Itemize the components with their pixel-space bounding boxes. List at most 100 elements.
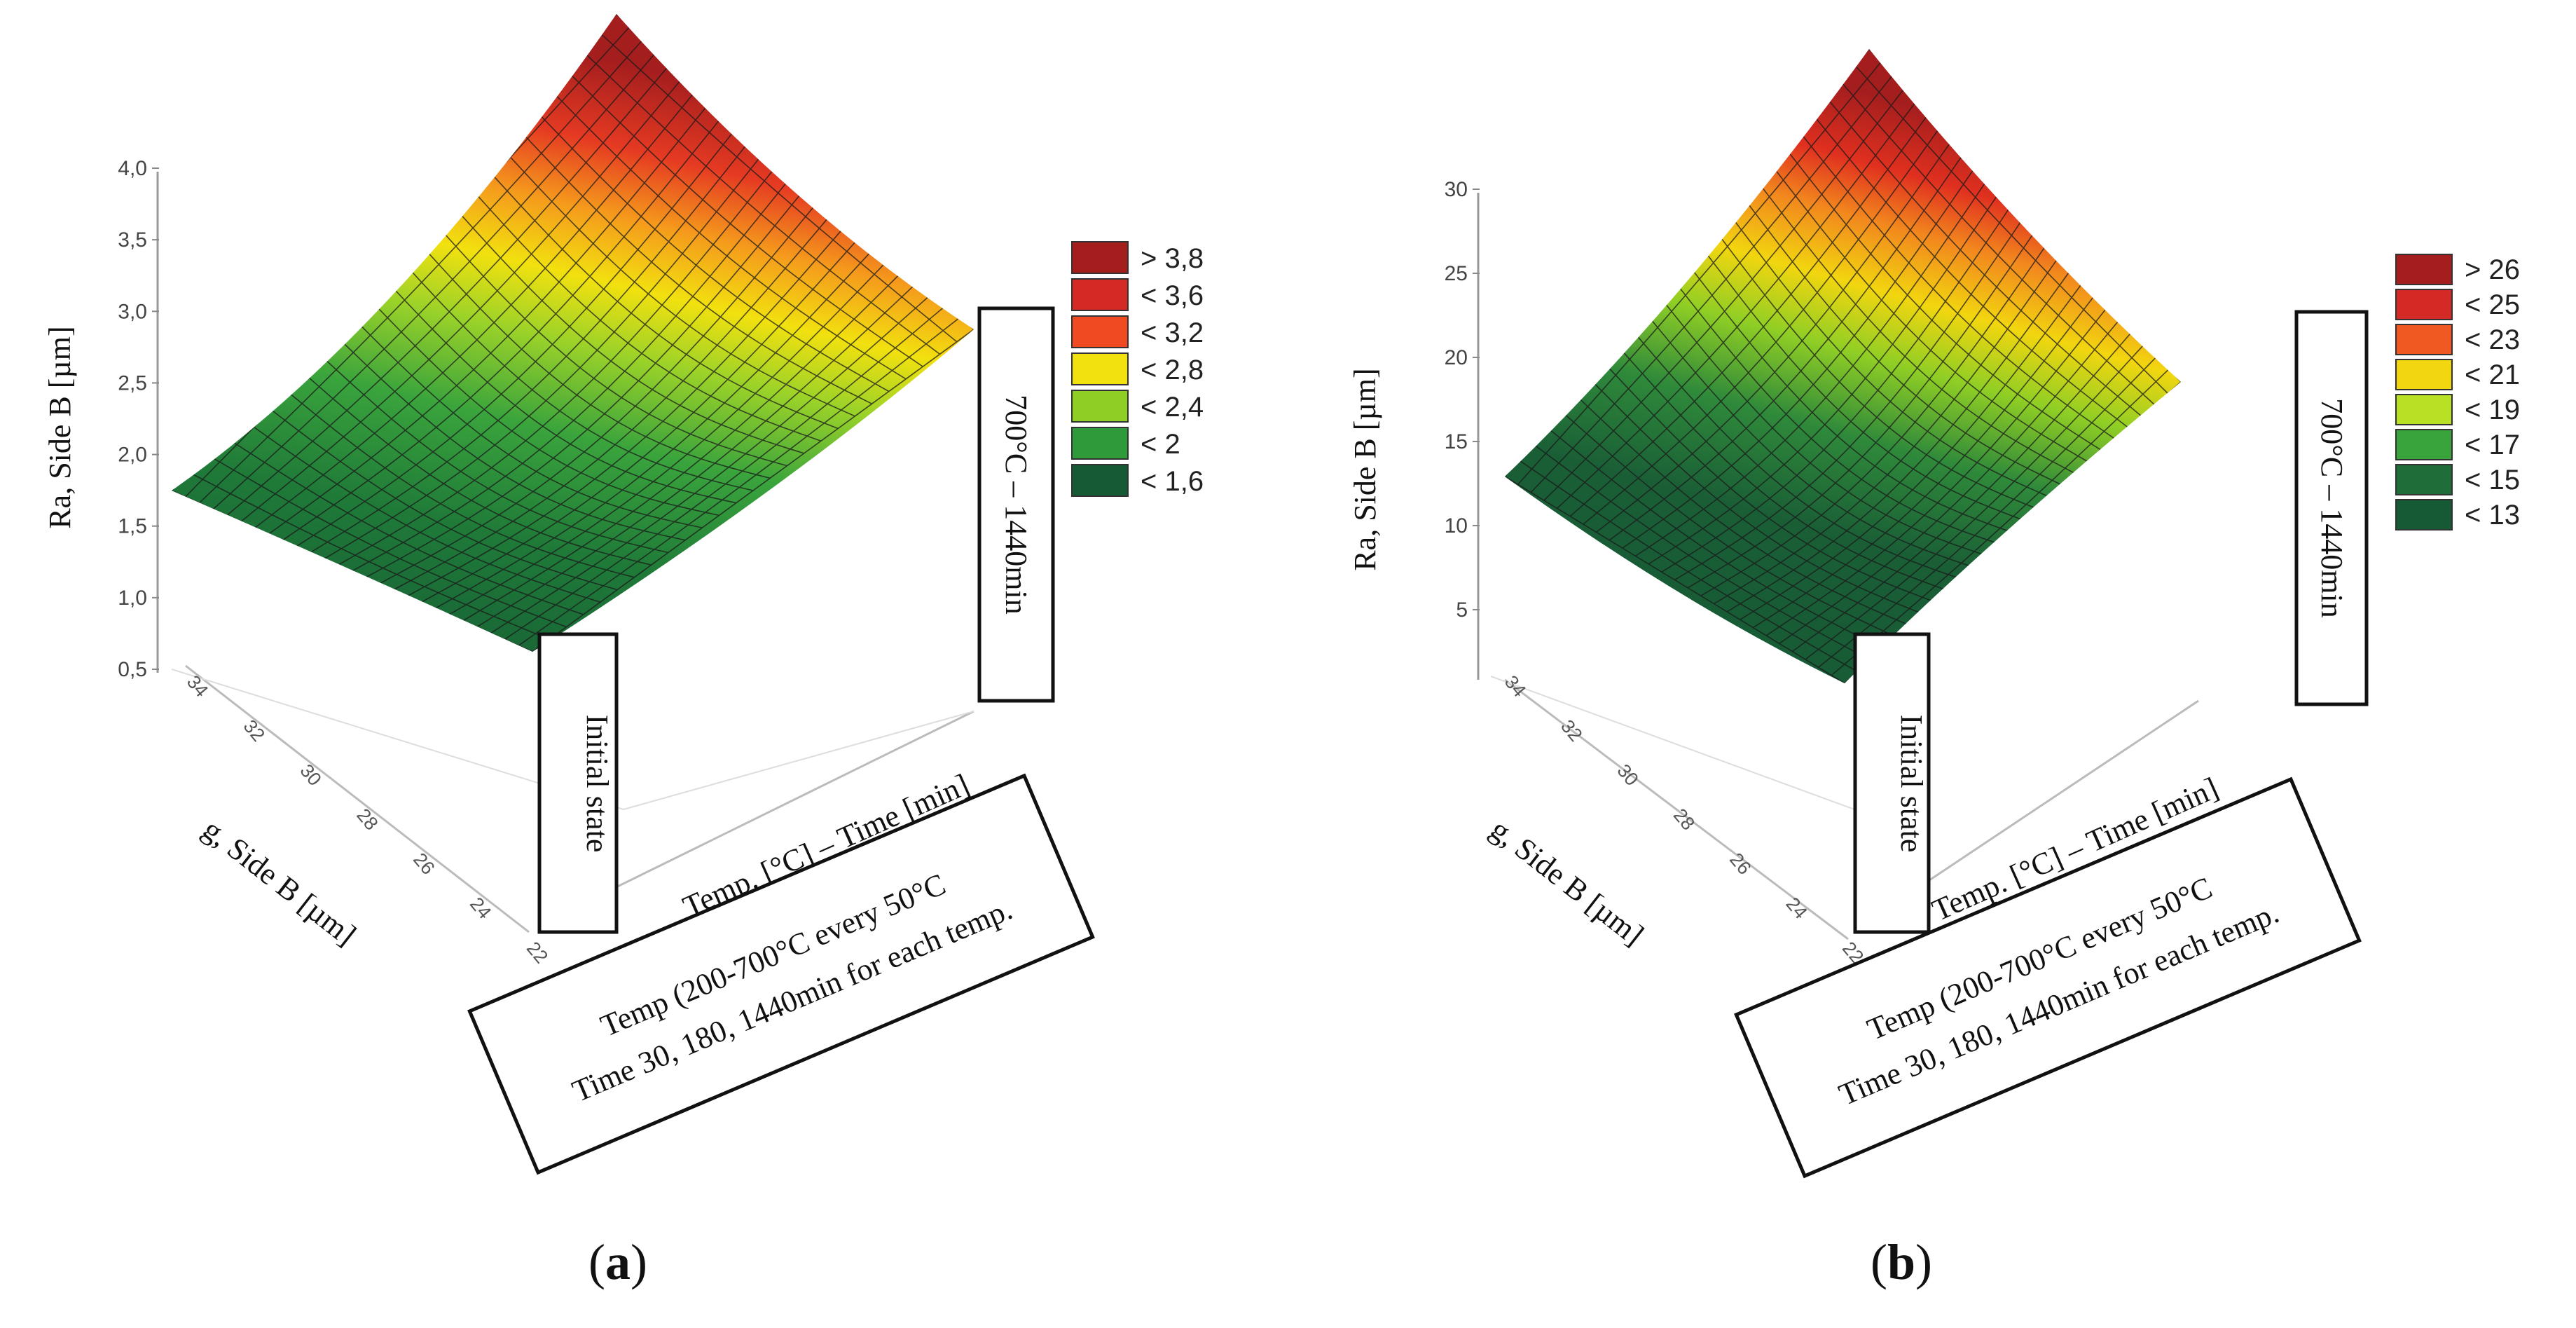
surface-chart-a: 4,03,53,02,52,01,51,00,5 34323028262422 … [43,14,1204,1175]
y-tick-label: 24 [466,894,495,923]
mesh-line [445,196,804,454]
figure-panel-b: 30 25 20 15 10 5 34 32 30 28 26 24 22 Ra, Side B [µ… [1288,0,2576,1328]
legend-swatch [2395,359,2453,390]
mesh-line [1840,81,2156,406]
legend-label: < 13 [2465,500,2520,530]
z-tick-label: 1,5 [118,515,147,538]
legend-label: < 1,6 [1141,466,1204,497]
legend-entry: < 21 [2395,359,2520,390]
end-point-label: 700°C – 1440min [999,395,1033,614]
legend-swatch [2395,394,2453,425]
legend-swatch [1071,278,1129,311]
z-tick: 1,5 [118,515,159,538]
z-tick-label: 10 [1445,514,1468,538]
z-tick-label: 3,0 [118,300,147,323]
floor-line [623,711,974,810]
legend-swatch [2395,429,2453,460]
legend-swatch [1071,390,1129,423]
z-tick-label: 20 [1445,346,1468,369]
mesh-line [212,50,659,510]
mesh-line [240,74,686,522]
mesh-line [226,62,673,516]
mesh-line [324,146,769,559]
mesh-line [1770,163,2091,464]
mesh-line [1812,114,2130,429]
z-tick: 1,0 [118,587,159,610]
legend-label: < 2,8 [1141,355,1204,385]
legend-label: > 3,8 [1141,243,1204,274]
y-axis-label: g, Side B [µm] [1484,812,1650,952]
y-tick-label: 32 [1557,716,1586,745]
z-tick: 0,5 [118,658,159,681]
legend-entry: < 3,6 [1071,278,1204,311]
mesh-line [1798,130,2117,441]
legend-entry: < 3,2 [1071,315,1204,348]
mesh-line [1517,61,1882,485]
x-axis-line [553,710,974,919]
legend-entry: < 1,6 [1071,464,1204,497]
z-tick-label: 3,5 [118,228,147,252]
legend: > 3,8 < 3,6 < 3,2 < 2,8 < 2,4 < 2 < 1,6 [1071,241,1204,497]
mesh-line [296,123,741,547]
mesh-line [393,252,754,491]
mesh-line [427,215,787,467]
figure-panel-a: 4,0 3,5 3,0 2,5 2,0 1,5 1,0 0,5 34 32 30 28 26 24 22 … [43,14,1204,1290]
mesh-line [1854,64,2169,395]
y-tick-label: 26 [1726,849,1755,878]
legend-entry: < 2 [1071,427,1180,460]
y-tick-label: 28 [1669,805,1699,834]
mesh-line [199,38,645,504]
z-tick: 3,0 [118,300,159,323]
mesh-line [1543,87,1906,501]
legend-swatch [2395,464,2453,495]
legend-label: < 2,4 [1141,392,1204,423]
z-tick-label: 15 [1445,430,1468,453]
legend-label: > 26 [2465,254,2520,285]
z-tick: 30 [1445,178,1480,201]
mesh-line [1686,262,2013,533]
mesh-line [496,142,855,417]
y-axis-label: g, Side B [µm] [196,812,362,952]
mesh-line [1648,189,2002,565]
legend-label: < 19 [2465,395,2520,425]
end-point-box: 700°C – 1440min [977,306,1055,703]
z-axis-label: Ra, Side B [µm] [43,326,77,528]
mesh-line [547,87,907,380]
initial-state-box: Initial state [537,632,619,934]
mesh-line [1622,163,1978,549]
mesh-line [338,159,783,566]
mesh-line [1756,180,2078,476]
surface-mesh [1505,49,2181,683]
mesh-line [1557,100,1918,509]
legend-swatch [1071,241,1129,274]
mesh-line [282,111,727,541]
legend-label: < 21 [2465,360,2520,390]
mesh-line [462,178,822,441]
z-tick-label: 2,0 [118,444,147,467]
mesh-line [1569,112,1930,517]
z-tick-label: 5 [1456,598,1468,622]
legend-label: < 3,6 [1141,280,1204,311]
z-tick: 2,0 [118,444,159,467]
y-tick-label: 32 [240,716,269,745]
mesh-line [479,160,839,430]
z-tick-label: 0,5 [118,658,147,681]
legend-label: < 23 [2465,324,2520,355]
mesh-line [1728,213,2052,499]
y-axis-line [185,664,530,933]
initial-state-label: Initial state [1894,715,1929,853]
legend-entry: < 23 [2395,324,2520,355]
initial-state-box: Initial state [1853,632,1931,934]
legend-swatch [2395,324,2453,355]
mesh-line [599,32,958,343]
mesh-line [411,233,771,479]
mesh-line [513,123,872,404]
mesh-line [1661,202,2014,573]
z-tick: 10 [1445,514,1480,538]
mesh-line [268,98,713,535]
y-tick-label: 30 [296,760,325,790]
legend-swatch [2395,254,2453,285]
z-tick: 4,0 [118,157,159,180]
z-tick-label: 2,5 [118,371,147,395]
